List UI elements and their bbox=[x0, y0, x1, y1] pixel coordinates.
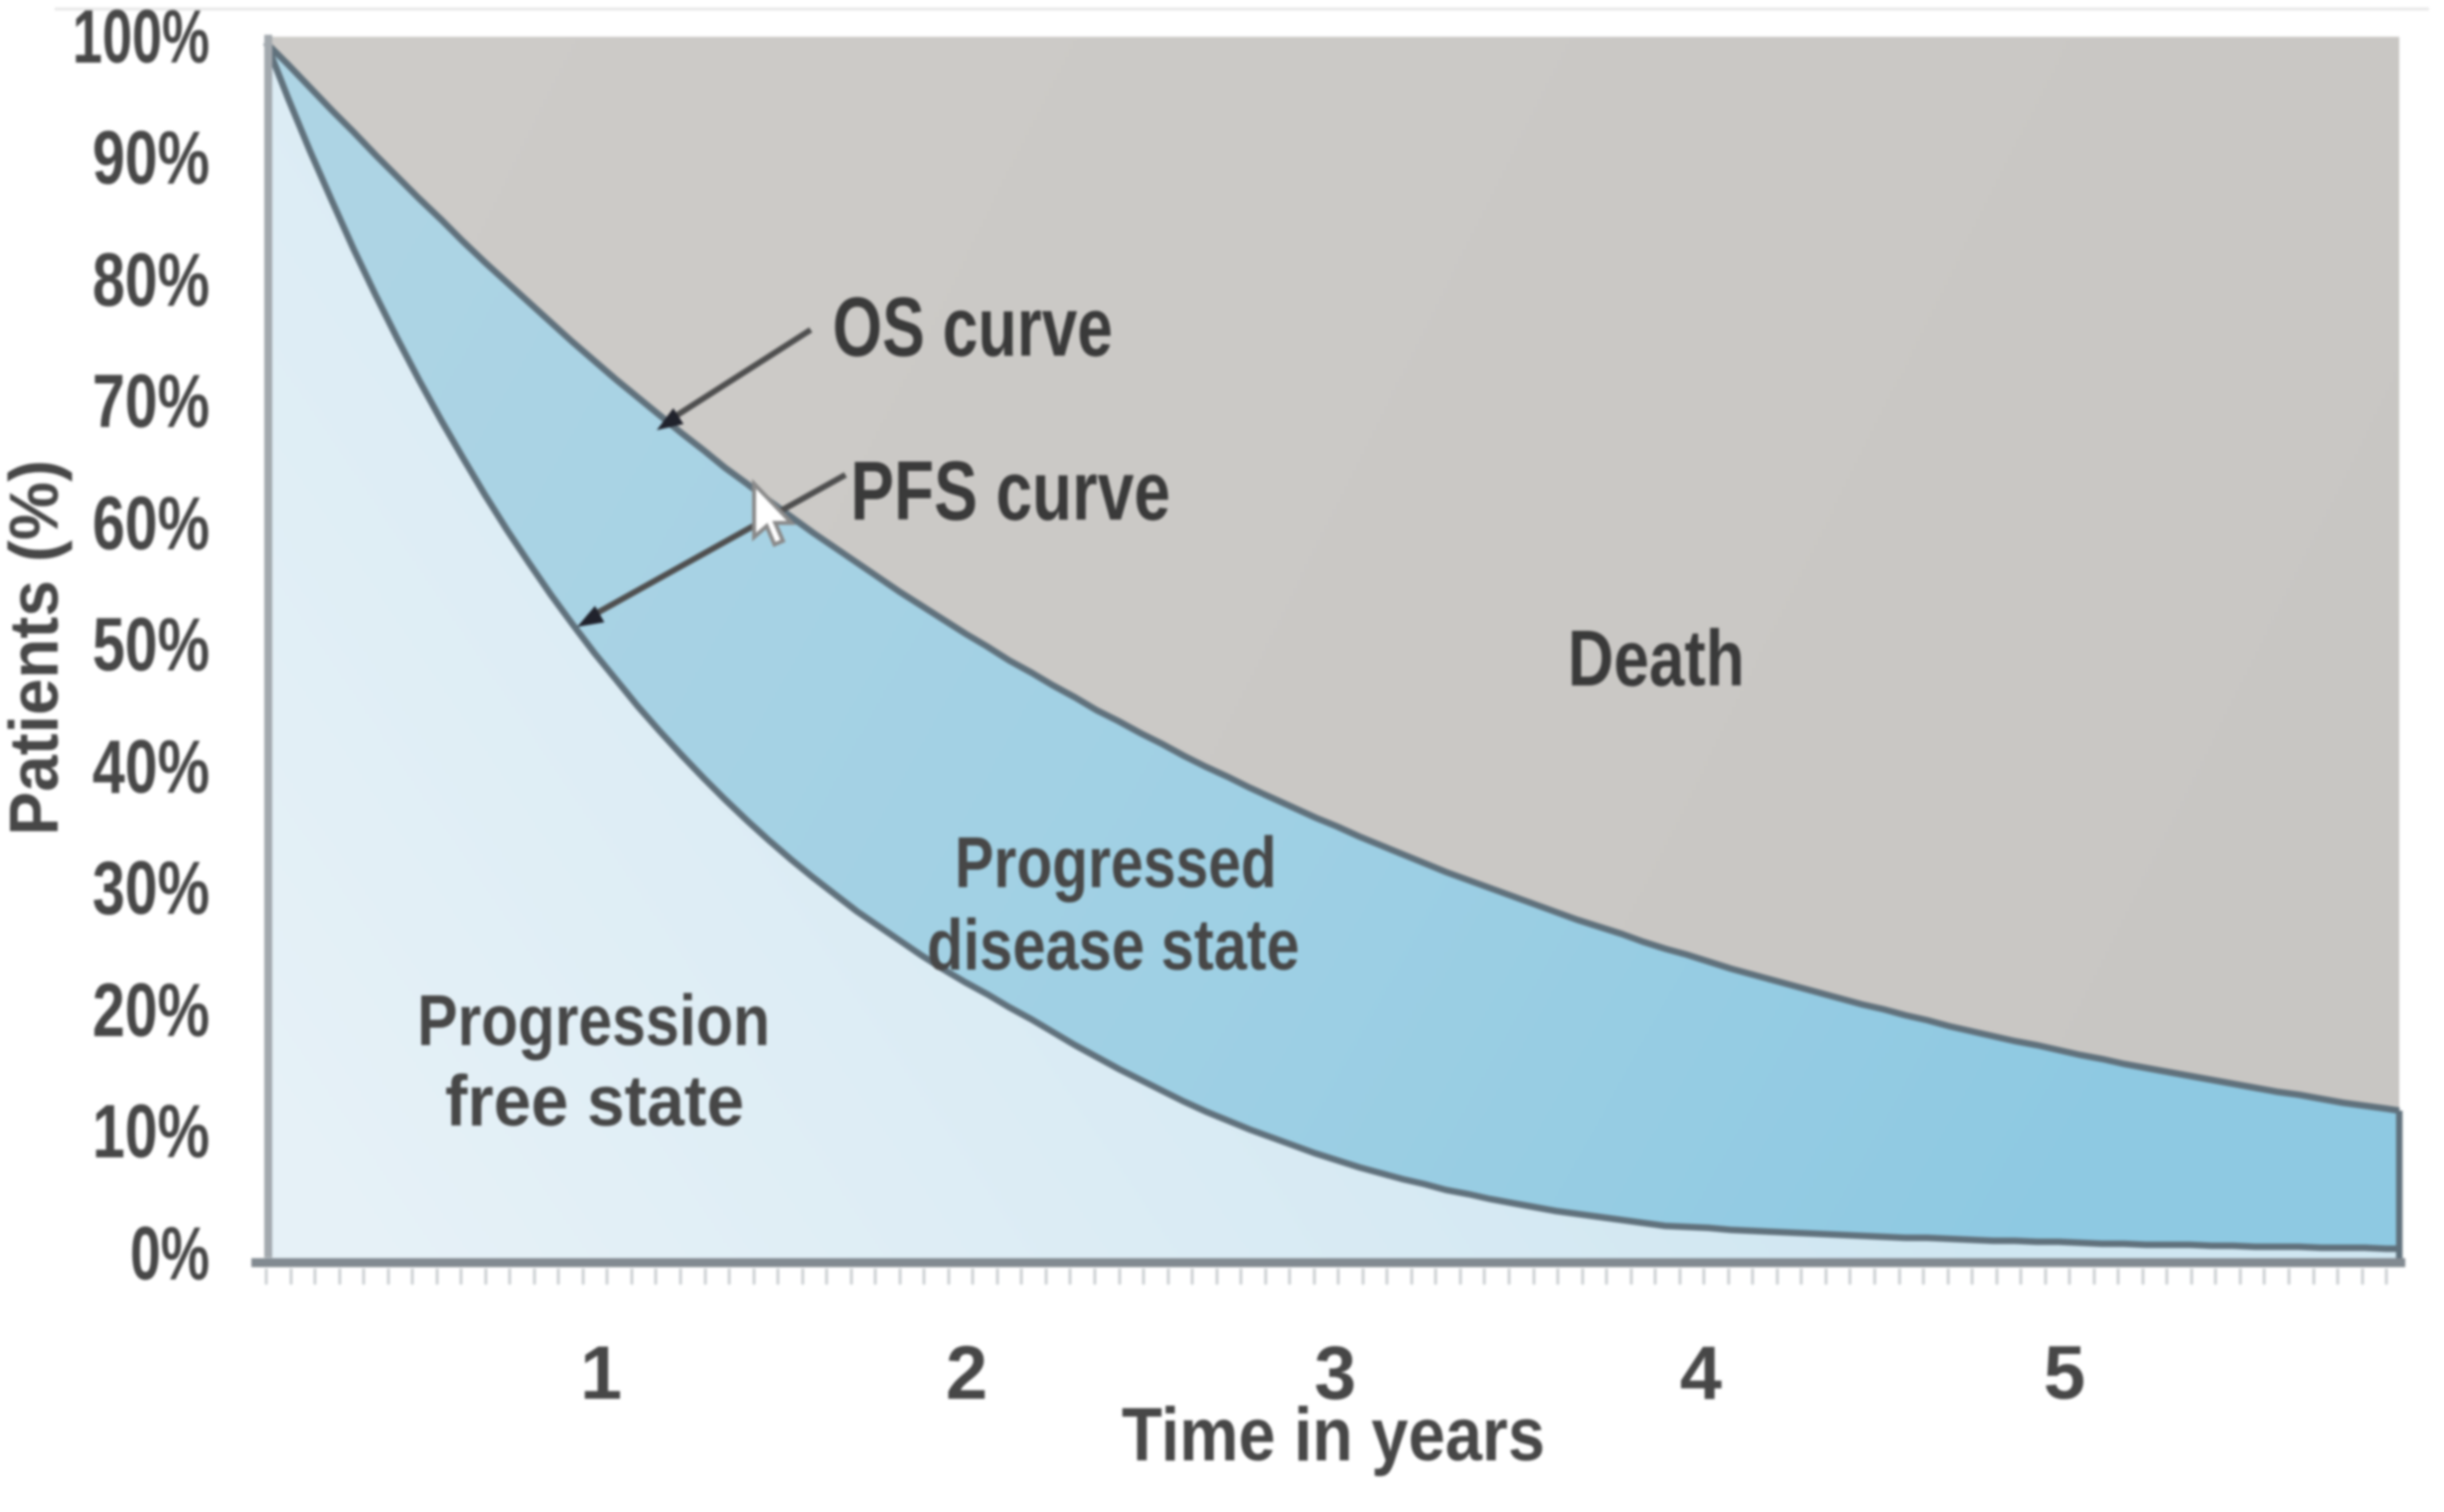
svg-text:2: 2 bbox=[946, 1331, 988, 1416]
svg-text:3: 3 bbox=[1314, 1331, 1356, 1416]
svg-text:80%: 80% bbox=[92, 238, 210, 323]
svg-text:Time in years: Time in years bbox=[1122, 1393, 1545, 1477]
svg-text:5: 5 bbox=[2044, 1331, 2085, 1416]
svg-text:60%: 60% bbox=[92, 482, 210, 566]
svg-text:disease state: disease state bbox=[927, 906, 1299, 985]
svg-text:10%: 10% bbox=[92, 1090, 210, 1174]
svg-text:0%: 0% bbox=[130, 1212, 210, 1296]
svg-text:40%: 40% bbox=[92, 725, 210, 810]
svg-text:Death: Death bbox=[1568, 614, 1745, 702]
svg-text:Progressed: Progressed bbox=[955, 824, 1277, 903]
svg-text:50%: 50% bbox=[92, 603, 210, 687]
svg-text:PFS curve: PFS curve bbox=[850, 444, 1170, 537]
svg-text:OS curve: OS curve bbox=[833, 280, 1113, 374]
svg-text:1: 1 bbox=[580, 1331, 622, 1416]
svg-text:70%: 70% bbox=[92, 360, 210, 444]
svg-text:100%: 100% bbox=[73, 0, 210, 79]
svg-text:20%: 20% bbox=[92, 969, 210, 1053]
svg-text:Progression: Progression bbox=[417, 982, 770, 1061]
svg-text:30%: 30% bbox=[92, 846, 210, 931]
svg-text:Patients (%): Patients (%) bbox=[0, 460, 73, 835]
svg-text:4: 4 bbox=[1680, 1331, 1722, 1416]
svg-text:90%: 90% bbox=[92, 116, 210, 201]
svg-text:free state: free state bbox=[445, 1062, 744, 1141]
